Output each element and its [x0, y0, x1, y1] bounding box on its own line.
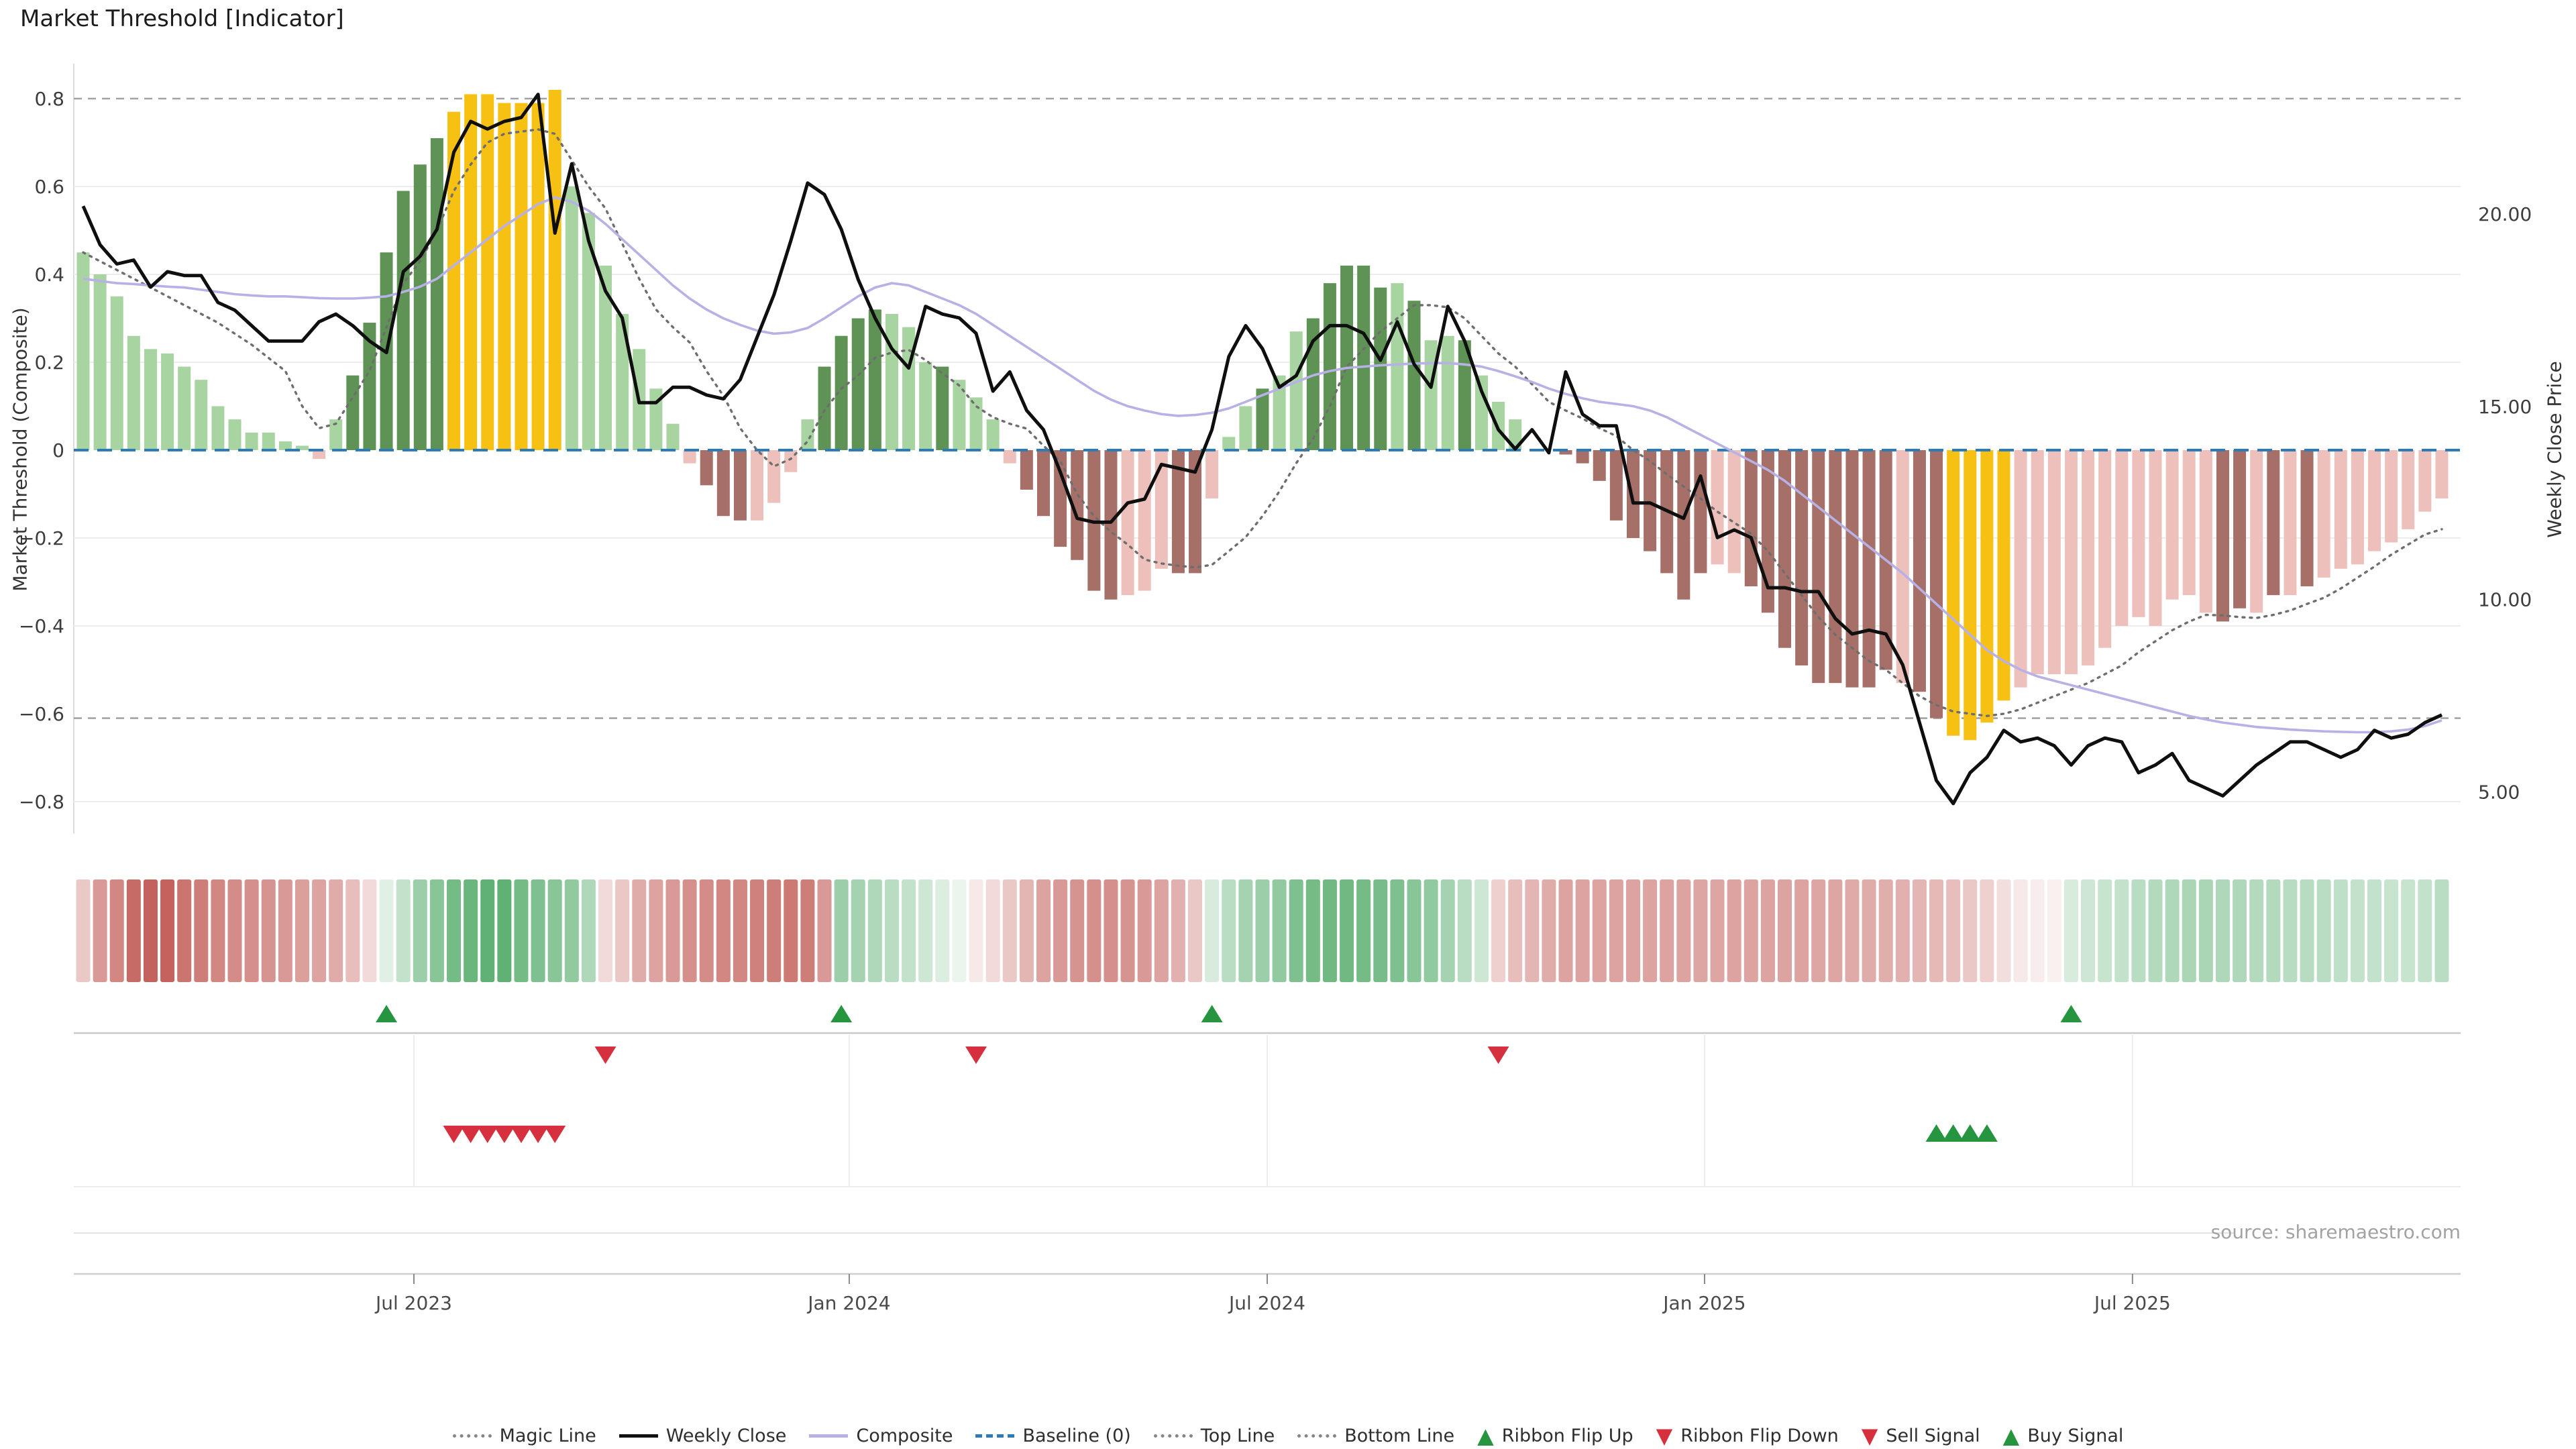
right-axis-ticks: 20.00 15.00 10.00 5.00 [2478, 203, 2532, 804]
dotted-gray-line-icon [452, 1434, 492, 1438]
legend-item: ▲ Buy Signal [2003, 1425, 2124, 1446]
triangle-up-green-icon: ▲ [2002, 1423, 2020, 1448]
legend-item: ▲ Ribbon Flip Up [1477, 1425, 1633, 1446]
svg-text:Jan 2025: Jan 2025 [1662, 1292, 1746, 1314]
legend-item: Baseline (0) [975, 1425, 1131, 1446]
ribbon-flip-up-markers [376, 1005, 2082, 1022]
svg-text:−0.4: −0.4 [19, 615, 64, 637]
ribbon-strip [76, 879, 2449, 982]
indicator-chart: 0.8 0.6 0.4 0.2 0 −0.2 −0.4 −0.6 −0.8 20.00 15.00 1… [19, 64, 2532, 1314]
legend-item: ▼ Ribbon Flip Down [1656, 1425, 1839, 1446]
sell-signal-markers [443, 1126, 566, 1143]
triangle-down-red-icon: ▼ [1861, 1423, 1878, 1448]
svg-text:0.4: 0.4 [34, 264, 64, 286]
svg-text:Jul 2023: Jul 2023 [374, 1292, 452, 1314]
legend-label: Top Line [1200, 1425, 1275, 1446]
source-note-bg [2234, 1212, 2462, 1244]
dashed-blue-line-icon [975, 1434, 1015, 1438]
svg-text:0.6: 0.6 [34, 176, 64, 198]
legend-label: Bottom Line [1344, 1425, 1455, 1446]
svg-text:Jul 2024: Jul 2024 [1228, 1292, 1305, 1314]
solid-black-line-icon [619, 1434, 658, 1438]
svg-text:20.00: 20.00 [2478, 203, 2532, 225]
legend: Magic Line Weekly Close Composite Baseline … [0, 1425, 2576, 1446]
legend-label: Sell Signal [1886, 1425, 1980, 1446]
svg-text:−0.8: −0.8 [19, 791, 64, 813]
legend-label: Buy Signal [2027, 1425, 2124, 1446]
svg-text:0: 0 [52, 439, 64, 462]
source-note: source: sharemaestro.com [2211, 1221, 2461, 1243]
svg-text:10.00: 10.00 [2478, 588, 2532, 610]
legend-item: Bottom Line [1297, 1426, 1454, 1446]
triangle-up-green-icon: ▲ [1477, 1423, 1494, 1448]
composite-line [83, 196, 2443, 734]
legend-label: Ribbon Flip Down [1680, 1425, 1839, 1446]
legend-label: Weekly Close [665, 1425, 787, 1446]
svg-text:0.2: 0.2 [34, 352, 64, 374]
legend-item: Composite [809, 1426, 953, 1446]
svg-text:5.00: 5.00 [2478, 782, 2520, 804]
dotted-gray-line-icon [1153, 1434, 1193, 1438]
triangle-down-red-icon: ▼ [1656, 1423, 1673, 1448]
magic-line [82, 128, 2443, 718]
left-axis-ticks: 0.8 0.6 0.4 0.2 0 −0.2 −0.4 −0.6 −0.8 [19, 88, 64, 813]
svg-text:15.00: 15.00 [2478, 396, 2532, 418]
svg-text:−0.6: −0.6 [19, 703, 64, 725]
legend-item: Weekly Close [619, 1425, 787, 1446]
legend-label: Magic Line [499, 1425, 596, 1446]
page-title: Market Threshold [Indicator] [20, 5, 344, 32]
legend-label: Composite [856, 1425, 953, 1446]
x-axis-ticks: Jul 2023 Jan 2024 Jul 2024 Jan 2025 Jul 2025 [374, 1274, 2171, 1314]
legend-label: Baseline (0) [1022, 1425, 1131, 1446]
svg-text:Jul 2025: Jul 2025 [2093, 1292, 2171, 1314]
solid-lavender-line-icon [809, 1434, 849, 1438]
threshold-bars [76, 89, 2449, 741]
signal-vertical-gridlines [413, 1035, 2133, 1186]
dotted-gray-line-icon [1297, 1434, 1337, 1438]
svg-text:Jan 2024: Jan 2024 [806, 1292, 890, 1314]
legend-label: Ribbon Flip Up [1501, 1425, 1633, 1446]
legend-item: ▼ Sell Signal [1862, 1425, 1980, 1446]
legend-item: Magic Line [452, 1425, 596, 1446]
svg-text:−0.2: −0.2 [19, 527, 64, 549]
buy-signal-markers [1925, 1124, 1998, 1142]
ribbon-flip-down-markers [594, 1046, 1509, 1064]
legend-item: Top Line [1153, 1425, 1275, 1446]
svg-text:0.8: 0.8 [34, 88, 64, 110]
weekly-close-line [81, 93, 2443, 806]
